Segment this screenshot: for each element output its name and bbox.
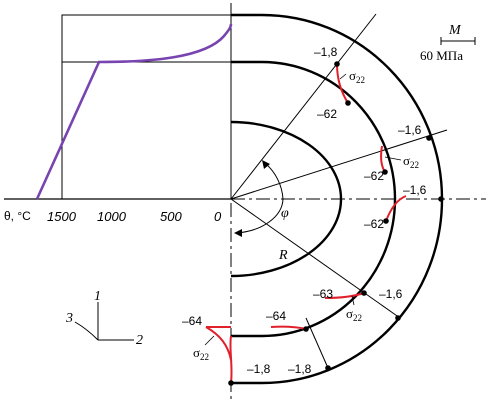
point-dot: [382, 169, 388, 175]
leader-line: [204, 335, 215, 346]
sigma22-curve-lower-right: [324, 292, 365, 299]
radial-line-lower: [230, 198, 401, 319]
lower-section-line-a: [305, 317, 329, 369]
value-label: –1,8: [314, 45, 338, 59]
temperature-box: [61, 14, 232, 200]
value-label: –62: [364, 217, 384, 231]
value-label: –62: [317, 107, 337, 121]
angle-arrow-lower: [234, 229, 242, 237]
scale-symbol: M: [448, 23, 462, 38]
point-dot: [395, 315, 401, 321]
temperature-curve: [35, 23, 233, 200]
tick-1500: 1500: [47, 209, 77, 224]
triad-label-1: 1: [94, 289, 101, 304]
scale-value: 60 МПа: [420, 48, 463, 63]
triad-label-3: 3: [65, 311, 73, 326]
point-dot: [334, 61, 340, 67]
sigma22-label: σ22: [349, 68, 365, 85]
value-label: –1,8: [247, 362, 271, 376]
value-label: –63: [313, 287, 333, 301]
inner-radius-arc: [230, 120, 343, 278]
triad-axis-3: [74, 321, 99, 341]
value-label: –64: [182, 314, 202, 328]
angle-arc-lower: [235, 198, 284, 234]
angle-arrow-upper: [262, 160, 270, 169]
point-dot: [228, 380, 234, 386]
triad-label-2: 2: [136, 333, 143, 348]
sigma22-label: σ22: [403, 153, 419, 170]
radius-label: R: [278, 248, 288, 263]
value-label: –62: [364, 169, 384, 183]
theta-axis-label: θ, °C: [4, 209, 31, 223]
point-dot: [325, 365, 331, 371]
value-label: –64: [266, 309, 286, 323]
point-dot: [361, 290, 367, 296]
inner-shell-boundary: [231, 60, 397, 338]
value-label: –1,6: [398, 123, 422, 137]
sigma22-label: σ22: [193, 345, 209, 362]
sigma22-curve-lower: [270, 325, 307, 330]
sigma22-curve-right: [385, 195, 407, 222]
sigma22-label: σ22: [346, 306, 362, 323]
tick-500: 500: [160, 209, 182, 224]
point-dot: [383, 218, 389, 224]
leader-line: [339, 73, 347, 80]
leader-line: [384, 156, 402, 161]
leader-line: [351, 295, 355, 306]
sigma22-curve-bottom: [205, 326, 233, 384]
point-dot: [345, 100, 351, 106]
angle-arc-upper: [264, 162, 284, 200]
point-dot: [426, 135, 432, 141]
radial-line-upper: [230, 13, 377, 200]
value-label: –1,8: [288, 362, 312, 376]
radial-line-mid: [230, 129, 448, 200]
point-dot: [303, 326, 309, 332]
point-dot: [438, 196, 444, 202]
tick-1000: 1000: [97, 209, 127, 224]
phi-label: φ: [281, 206, 289, 221]
tick-0: 0: [214, 209, 222, 224]
sigma22-curve-top: [336, 63, 349, 104]
value-label: –1,6: [403, 183, 427, 197]
value-label: –1,6: [379, 287, 403, 301]
